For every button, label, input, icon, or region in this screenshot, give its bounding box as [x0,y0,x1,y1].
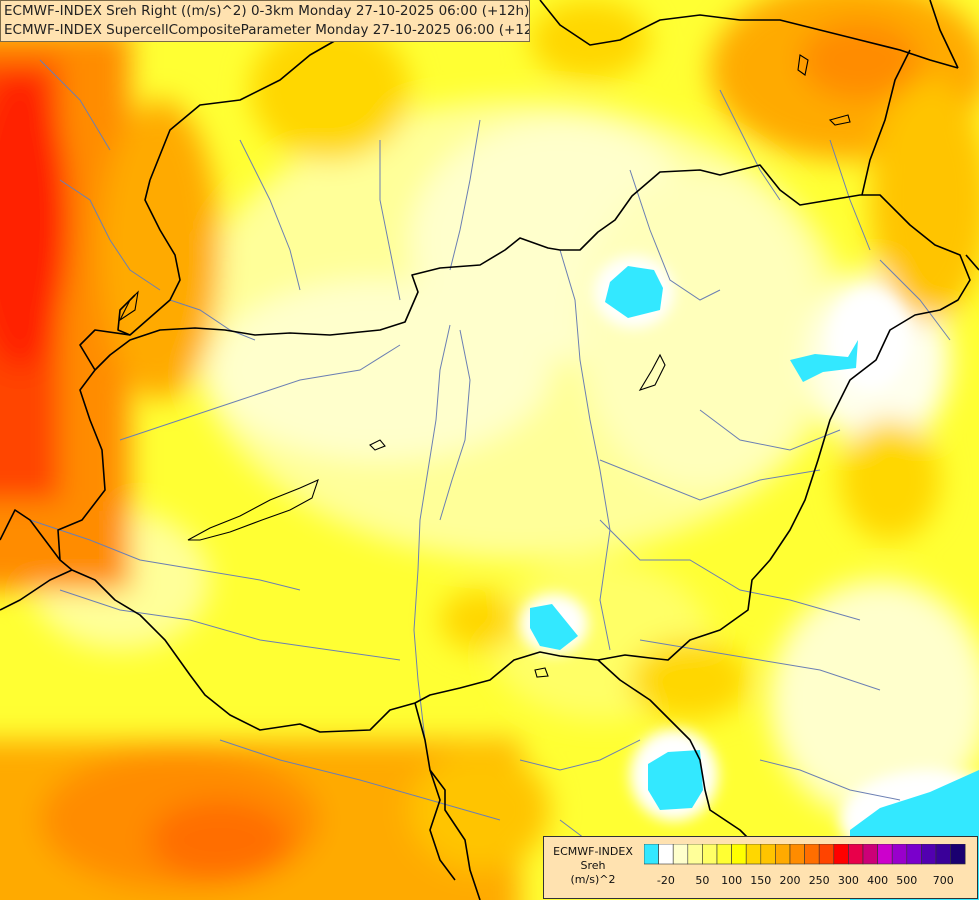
legend-tick-label: 250 [809,874,830,887]
legend-swatch [702,844,718,865]
legend-tick-label: 400 [867,874,888,887]
rivers [29,59,951,881]
map-title-box: ECMWF-INDEX Sreh Right ((m/s)^2) 0-3km M… [0,0,530,42]
legend-tick-label: 50 [695,874,709,887]
legend-swatch [775,844,791,865]
legend-swatch [833,844,849,865]
legend-tick-label: 150 [750,874,771,887]
legend-swatch [818,844,835,865]
map-title-line-1: ECMWF-INDEX Sreh Right ((m/s)^2) 0-3km M… [4,3,530,19]
legend-caption-line-1: ECMWF-INDEX [553,845,633,858]
legend-color-scale: -20 50 100 150 200 250 300 400 500 700 [644,844,966,887]
legend-swatch [877,844,893,865]
legend-tick-label: 300 [838,874,859,887]
legend-tick-label: 200 [780,874,801,887]
legend-caption: ECMWF-INDEX Sreh (m/s)^2 [544,845,642,887]
legend-tick-label: -20 [657,874,675,887]
lakes [118,54,851,678]
legend-caption-line-3: (m/s)^2 [570,873,616,886]
map-title-line-2: ECMWF-INDEX SupercellCompositeParameter … [4,22,530,38]
legend-swatch [716,844,732,865]
legend-swatch [658,844,674,865]
legend-swatch [891,844,908,865]
legend-swatch [950,844,966,865]
legend-swatch [760,844,776,865]
legend-swatch [862,844,878,865]
legend-tick-label: 700 [933,874,954,887]
legend-swatch [687,844,703,865]
legend-swatch [921,844,937,865]
legend-swatch [731,844,747,865]
legend-swatch [644,844,659,865]
legend-swatch [848,844,864,865]
color-legend: ECMWF-INDEX Sreh (m/s)^2 -20 50 100 150 200 2… [543,836,978,899]
legend-swatch [745,844,762,865]
legend-swatch [935,844,951,865]
legend-caption-line-2: Sreh [580,859,606,872]
legend-tick-label: 500 [896,874,917,887]
legend-swatch [804,844,820,865]
legend-swatch [906,844,922,865]
legend-tick-label: 100 [721,874,742,887]
legend-swatch [672,844,689,865]
legend-swatch [789,844,805,865]
